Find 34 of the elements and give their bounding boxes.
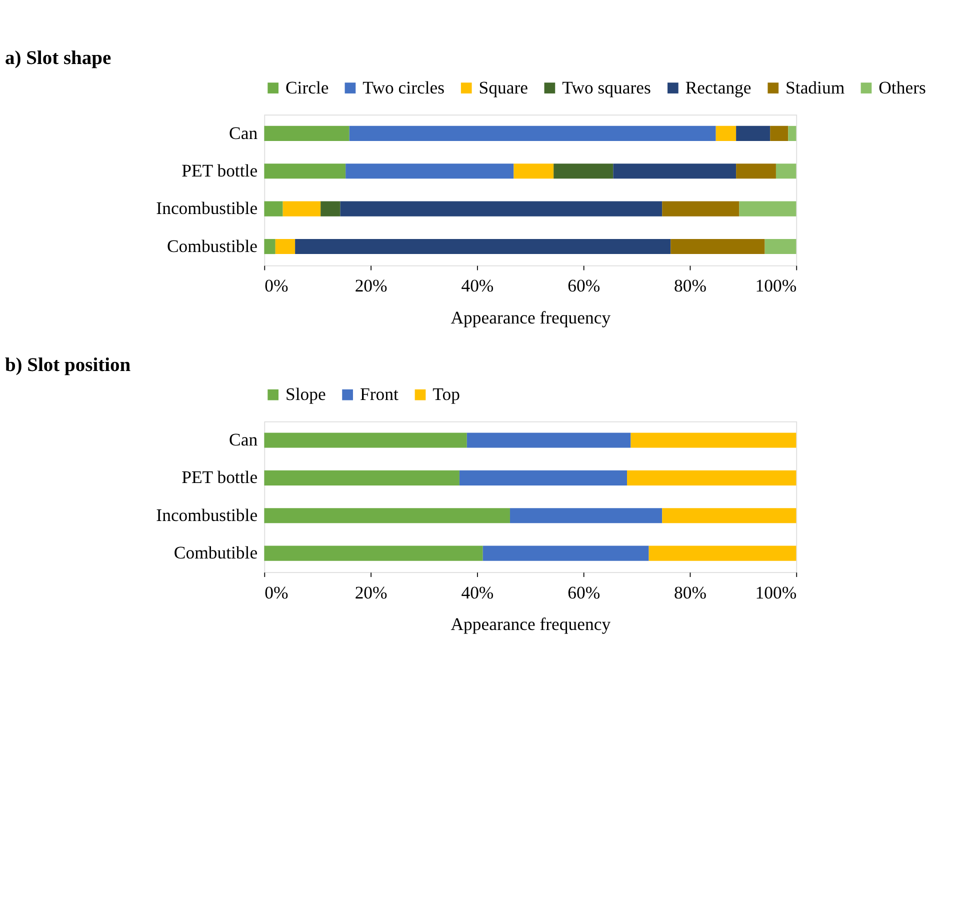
x-tick-label: 20%	[354, 276, 388, 296]
y-tick-label: Combutible	[174, 542, 258, 563]
x-axis-title: Appearance frequency	[450, 614, 611, 634]
x-tick-label: 100%	[755, 582, 797, 602]
x-tick-label: 0%	[264, 276, 289, 296]
text: a) Slot shape	[4, 48, 112, 70]
y-tick-label: Can	[229, 430, 258, 450]
y-tick-label: Incombustible	[156, 198, 258, 218]
legend-label: Front	[360, 384, 398, 404]
legend-label: Rectange	[685, 77, 752, 98]
legend-label: Top	[432, 384, 460, 404]
x-tick-label: 0%	[264, 582, 289, 602]
legend-label: Two circles	[362, 77, 445, 98]
y-tick-label: PET bottle	[182, 160, 258, 180]
x-tick-label: 40%	[461, 276, 494, 296]
x-tick-label: 60%	[568, 276, 600, 296]
legend-label: Two squares	[562, 77, 652, 98]
x-tick-label: 40%	[461, 582, 494, 602]
x-axis-title: Appearance frequency	[450, 307, 611, 328]
y-tick-label: PET bottle	[182, 467, 258, 488]
y-tick-label: Can	[229, 122, 258, 143]
x-tick-label: 60%	[568, 582, 600, 602]
text: b) Slot position	[4, 354, 131, 376]
legend-label: Square	[478, 77, 528, 98]
legend-label: Others	[878, 77, 926, 98]
y-tick-label: Incombustible	[156, 504, 258, 525]
x-tick-label: 100%	[755, 276, 797, 296]
x-tick-label: 20%	[354, 582, 388, 602]
legend-label: Stadium	[786, 77, 845, 98]
x-tick-label: 80%	[674, 582, 707, 602]
legend-label: Circle	[285, 77, 329, 98]
y-tick-label: Combustible	[166, 236, 258, 256]
x-tick-label: 80%	[674, 276, 707, 296]
legend-label: Slope	[285, 384, 326, 404]
